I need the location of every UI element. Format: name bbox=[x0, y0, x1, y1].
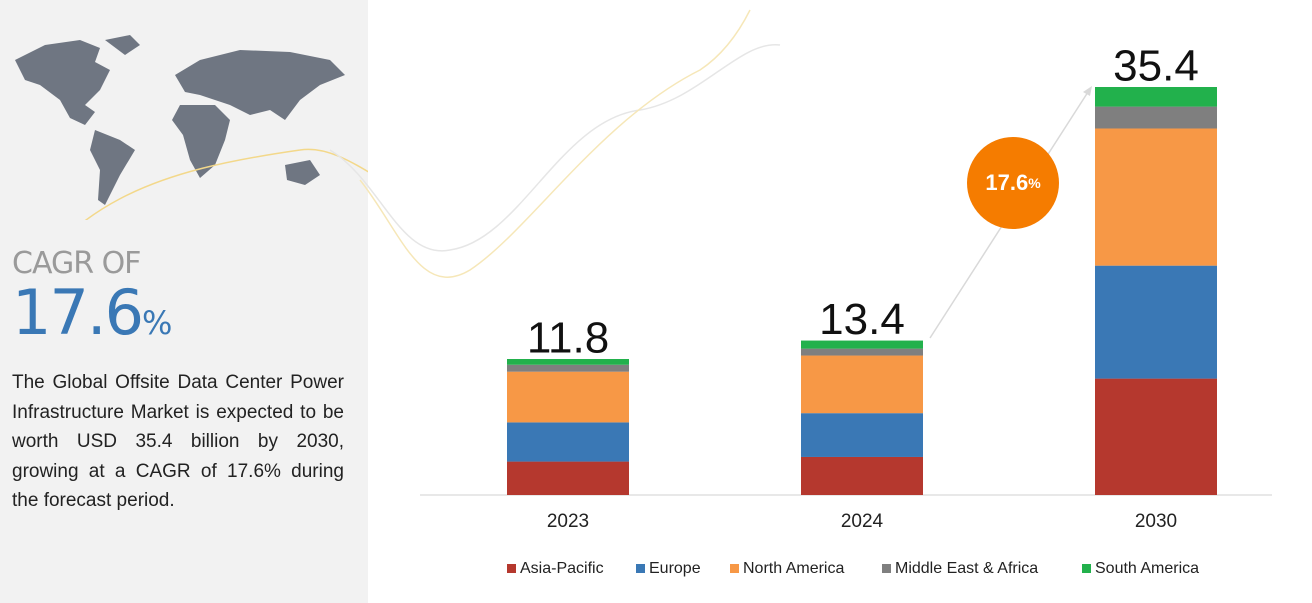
x-tick-label: 2030 bbox=[1135, 511, 1177, 532]
legend-label: North America bbox=[743, 560, 844, 577]
legend-swatch bbox=[507, 564, 516, 573]
cagr-number: 17.6 bbox=[12, 276, 144, 349]
legend-label: Asia-Pacific bbox=[520, 560, 604, 577]
bar-segment bbox=[801, 348, 923, 356]
legend-label: Europe bbox=[649, 560, 701, 577]
bar-segment bbox=[507, 371, 629, 423]
bar-segment bbox=[1095, 128, 1217, 266]
arrow-head bbox=[1083, 86, 1092, 96]
cagr-unit: % bbox=[142, 304, 173, 342]
cagr-bubble bbox=[967, 137, 1059, 229]
bubble-label: 17.6% bbox=[985, 170, 1041, 195]
summary-panel: CAGR OF 17.6% The Global Offsite Data Ce… bbox=[0, 0, 368, 603]
legend-label: South America bbox=[1095, 560, 1199, 577]
world-map bbox=[15, 35, 368, 220]
bar-segment bbox=[507, 461, 629, 495]
bar-segment bbox=[801, 456, 923, 495]
bar-segment bbox=[1095, 378, 1217, 495]
cagr-value: 17.6% bbox=[12, 276, 172, 349]
legend-swatch bbox=[636, 564, 645, 573]
bar-segment bbox=[1095, 106, 1217, 129]
legend-swatch bbox=[730, 564, 739, 573]
bar-segment bbox=[801, 355, 923, 414]
bar-segment bbox=[801, 413, 923, 457]
legend-label: Middle East & Africa bbox=[895, 560, 1038, 577]
bar-segment bbox=[507, 364, 629, 372]
x-tick-label: 2024 bbox=[841, 511, 884, 532]
bar-segment bbox=[507, 422, 629, 462]
total-label: 11.8 bbox=[527, 314, 609, 363]
bar-segment bbox=[1095, 87, 1217, 107]
legend-swatch bbox=[882, 564, 891, 573]
total-label: 35.4 bbox=[1113, 42, 1199, 91]
bubble-value: 17.6 bbox=[985, 170, 1028, 195]
bar-segment bbox=[1095, 265, 1217, 379]
description: The Global Offsite Data Center Power Inf… bbox=[12, 372, 344, 511]
arrow bbox=[929, 91, 1089, 339]
bar-segment bbox=[507, 359, 629, 365]
legend-swatch bbox=[1082, 564, 1091, 573]
bubble-unit: % bbox=[1028, 175, 1041, 191]
total-label: 13.4 bbox=[819, 295, 905, 344]
cagr-label: CAGR OF bbox=[12, 246, 141, 281]
x-tick-label: 2023 bbox=[547, 511, 589, 532]
bar-segment bbox=[801, 340, 923, 349]
